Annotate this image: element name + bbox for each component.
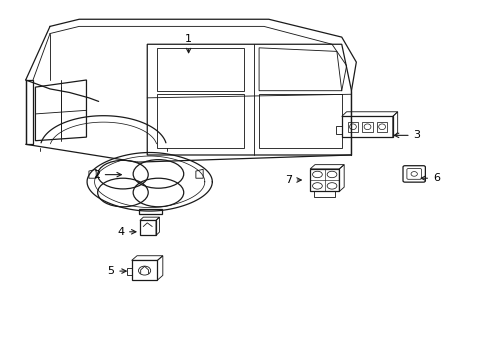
Text: 1: 1 [184, 34, 192, 53]
Text: 6: 6 [420, 173, 439, 183]
Text: 4: 4 [117, 227, 136, 237]
Text: 5: 5 [107, 266, 126, 276]
Text: 2: 2 [92, 170, 121, 180]
Text: 3: 3 [394, 130, 420, 140]
Text: 7: 7 [284, 175, 301, 185]
